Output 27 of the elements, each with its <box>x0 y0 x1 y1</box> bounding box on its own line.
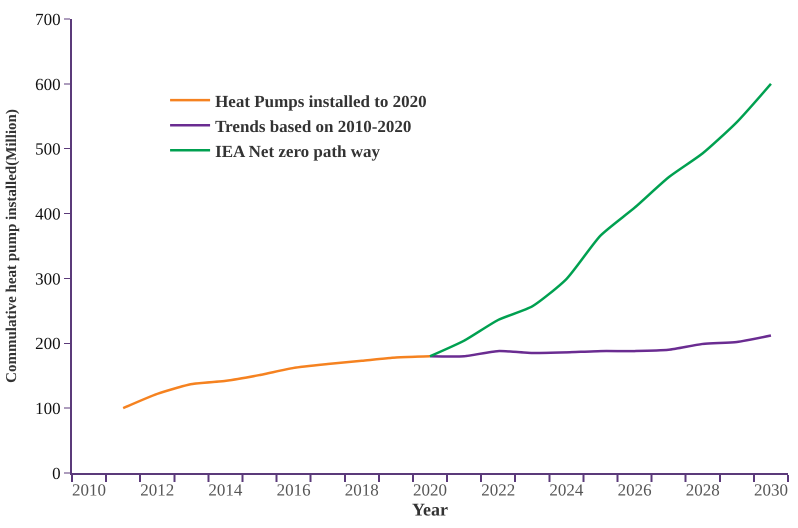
x-tick-label: 2026 <box>618 480 652 500</box>
y-tick-label: 400 <box>35 204 61 224</box>
x-tick-label: 2016 <box>276 480 311 500</box>
y-tick-label: 100 <box>35 399 61 418</box>
y-axis-title: Commulative heat pump installed(Million) <box>4 109 20 383</box>
x-tick-label: 2018 <box>344 480 379 500</box>
x-tick-label: 2020 <box>413 480 447 500</box>
x-axis-title: Year <box>412 499 448 520</box>
x-tick-label: 2030 <box>754 480 788 500</box>
x-tick-label: 2010 <box>72 480 106 500</box>
x-tick-label: 2014 <box>208 480 243 500</box>
line-series <box>428 334 772 358</box>
line-series <box>428 82 772 358</box>
legend-label: Trends based on 2010-2020 <box>215 116 412 136</box>
x-tick-label: 2028 <box>686 480 720 500</box>
legend-label: Heat Pumps installed to 2020 <box>215 92 427 111</box>
y-tick-label: 600 <box>35 74 61 94</box>
y-tick-label: 700 <box>35 10 61 29</box>
y-tick-label: 200 <box>35 334 61 354</box>
y-tick-label: 0 <box>52 464 61 483</box>
x-tick-label: 2012 <box>140 480 174 500</box>
x-tick-label: 2024 <box>549 480 584 500</box>
y-tick-label: 300 <box>35 269 61 288</box>
x-tick-label: 2022 <box>481 480 516 500</box>
legend-label: IEA Net zero path way <box>215 142 381 161</box>
y-tick-label: 500 <box>35 140 61 159</box>
line-series <box>122 355 432 410</box>
